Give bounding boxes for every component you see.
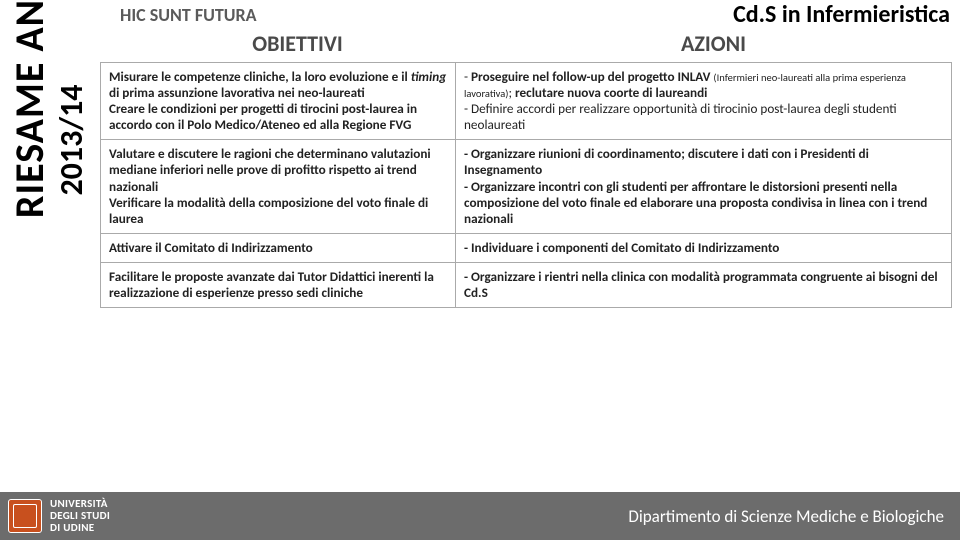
cell-action: - Organizzare i rientri nella clinica co… — [456, 262, 952, 307]
content-table-wrap: Misurare le competenze cliniche, la loro… — [100, 62, 952, 485]
sidebar-label-main: RIESAME ANNUALE — [5, 0, 54, 270]
sidebar-label-year: 2013/14 — [52, 20, 91, 260]
university-logo-block: UNIVERSITÀ DEGLI STUDI DI UDINE — [8, 498, 110, 534]
cell-action: - Organizzare riunioni di coordinamento;… — [456, 140, 952, 233]
cell-objective: Valutare e discutere le ragioni che dete… — [101, 140, 456, 233]
table-row: Attivare il Comitato di Indirizzamento -… — [101, 233, 952, 262]
table-row: Misurare le competenze cliniche, la loro… — [101, 63, 952, 140]
header-objectives: OBIETTIVI — [120, 30, 475, 60]
department-name: Dipartimento di Scienze Mediche e Biolog… — [628, 506, 944, 527]
course-title: Cd.S in Infermieristica — [733, 0, 950, 29]
uni-line3: DI UDINE — [50, 522, 110, 534]
table-row: Facilitare le proposte avanzate dai Tuto… — [101, 262, 952, 307]
table-header-row: OBIETTIVI AZIONI — [120, 30, 952, 60]
university-name: UNIVERSITÀ DEGLI STUDI DI UDINE — [50, 498, 110, 534]
footer-bar: UNIVERSITÀ DEGLI STUDI DI UDINE Dipartim… — [0, 492, 960, 540]
content-table: Misurare le competenze cliniche, la loro… — [100, 62, 952, 308]
table-body: Misurare le competenze cliniche, la loro… — [101, 63, 952, 308]
table-row: Valutare e discutere le ragioni che dete… — [101, 140, 952, 233]
cell-objective: Facilitare le proposte avanzate dai Tuto… — [101, 262, 456, 307]
motto-text: HIC SUNT FUTURA — [120, 4, 257, 26]
cell-action: - Individuare i componenti del Comitato … — [456, 233, 952, 262]
university-crest-icon — [8, 499, 42, 533]
cell-objective: Misurare le competenze cliniche, la loro… — [101, 63, 456, 140]
header-actions: AZIONI — [475, 30, 952, 60]
cell-objective: Attivare il Comitato di Indirizzamento — [101, 233, 456, 262]
slide-root: HIC SUNT FUTURA Cd.S in Infermieristica … — [0, 0, 960, 540]
cell-action: - Proseguire nel follow-up del progetto … — [456, 63, 952, 140]
